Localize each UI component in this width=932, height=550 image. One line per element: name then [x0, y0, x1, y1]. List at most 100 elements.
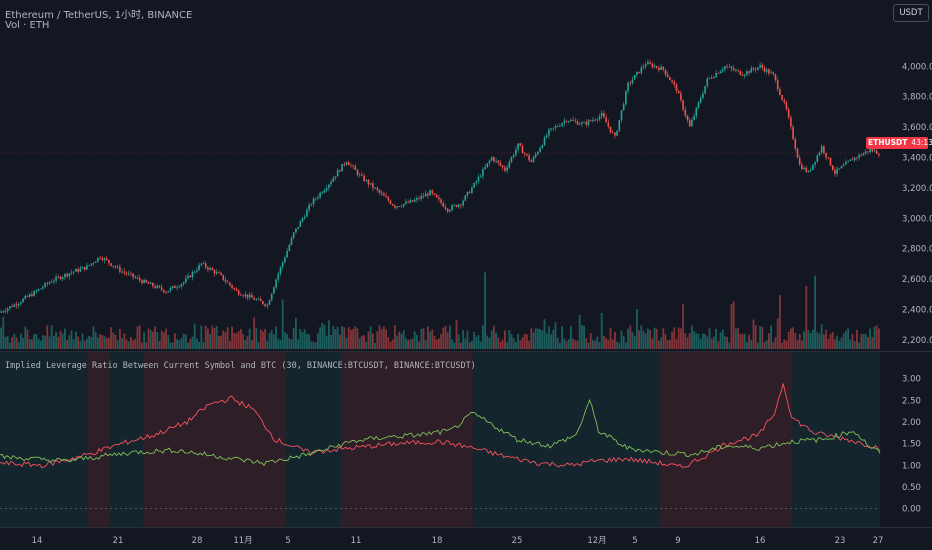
- volume-bar: [108, 337, 110, 349]
- candle-body: [726, 66, 728, 68]
- volume-bar: [125, 339, 128, 349]
- candle-body: [548, 129, 550, 136]
- candle-body: [479, 176, 482, 178]
- volume-bar: [44, 335, 46, 349]
- candle-body: [264, 304, 266, 306]
- candle-body: [44, 283, 46, 288]
- volume-bar: [462, 330, 464, 349]
- volume-bar: [270, 329, 273, 349]
- volume-bar: [134, 338, 137, 349]
- candle-body: [308, 204, 310, 210]
- candle-body: [831, 165, 834, 171]
- candle-body: [669, 77, 671, 81]
- candle-body: [365, 180, 368, 182]
- candle-body: [633, 74, 636, 80]
- candle-body: [475, 181, 478, 183]
- candle-body: [515, 149, 517, 155]
- candle-body: [829, 157, 832, 166]
- volume-bar: [737, 327, 739, 349]
- candle-body: [787, 109, 790, 118]
- volume-bar: [746, 342, 748, 349]
- volume-bar: [523, 334, 526, 349]
- price-tag-symbol: ETHUSDT: [868, 138, 908, 147]
- volume-bar: [160, 330, 163, 349]
- volume-bar: [15, 337, 18, 349]
- candle-body: [37, 289, 40, 291]
- candle-body: [748, 71, 750, 73]
- volume-bar: [864, 333, 867, 349]
- indicator-band: [836, 352, 880, 527]
- candle-body: [193, 271, 196, 273]
- volume-bar: [257, 342, 260, 349]
- volume-bar: [482, 325, 484, 349]
- candle-body: [284, 257, 286, 263]
- volume-bar: [726, 336, 728, 349]
- candle-body: [367, 180, 370, 185]
- volume-bar: [625, 342, 627, 349]
- candle-body: [871, 149, 874, 152]
- time-axis-tick: 12月: [587, 536, 606, 546]
- volume-bar: [708, 328, 711, 349]
- candle-body: [550, 128, 552, 130]
- candle-body: [638, 71, 640, 74]
- candle-body: [240, 294, 242, 296]
- candle-body: [262, 301, 264, 305]
- candle-body: [361, 174, 363, 176]
- candle-body: [343, 163, 346, 165]
- candle-body: [523, 153, 526, 154]
- candle-body: [677, 90, 680, 94]
- volume-bar: [647, 328, 649, 349]
- candle-body: [288, 244, 291, 251]
- volume-bar: [354, 326, 357, 349]
- candle-body: [592, 119, 594, 121]
- candle-body: [660, 66, 662, 71]
- volume-bar: [92, 326, 95, 349]
- volume-bar: [6, 336, 9, 349]
- candle-body: [259, 298, 262, 302]
- candle-body: [741, 74, 744, 76]
- candle-body: [4, 311, 7, 312]
- volume-bar: [823, 334, 825, 349]
- volume-bar: [640, 325, 643, 349]
- volume-bar: [209, 334, 211, 349]
- unit-button[interactable]: USDT: [893, 4, 929, 22]
- candle-body: [702, 93, 704, 99]
- candle-body: [774, 74, 777, 81]
- volume-bar: [572, 338, 574, 349]
- candle-body: [671, 80, 673, 82]
- volume-bar: [497, 337, 500, 349]
- volume-bar: [655, 328, 658, 349]
- volume-bar: [609, 327, 612, 349]
- candle-body: [451, 205, 453, 210]
- volume-bar: [345, 337, 348, 349]
- candle-body: [554, 126, 557, 128]
- volume-bar: [48, 336, 51, 349]
- indicator-title[interactable]: Implied Leverage Ratio Between Current S…: [5, 361, 476, 371]
- candle-body: [235, 288, 238, 291]
- candle-body: [358, 174, 361, 176]
- volume-label[interactable]: Vol · ETH: [5, 20, 50, 31]
- candle-body: [603, 112, 605, 118]
- volume-bar: [869, 328, 871, 349]
- candle-body: [537, 151, 539, 155]
- candle-body: [805, 167, 808, 172]
- volume-bar: [704, 334, 706, 349]
- candle-body: [341, 163, 343, 172]
- volume-bar: [501, 339, 504, 349]
- price-axis-tick: 3,000.00: [902, 214, 932, 224]
- volume-bar: [264, 328, 266, 349]
- candle-body: [90, 263, 93, 266]
- candle-body: [363, 175, 365, 182]
- candle-body: [141, 280, 143, 284]
- volume-bar: [237, 331, 240, 349]
- candle-body: [783, 99, 786, 103]
- candle-body: [189, 275, 192, 278]
- symbol-title[interactable]: Ethereum / TetherUS, 1小时, BINANCE: [5, 10, 193, 21]
- candle-body: [867, 151, 869, 153]
- volume-bar: [594, 340, 596, 349]
- candle-body: [200, 263, 203, 265]
- candle-body: [251, 294, 253, 298]
- volume-bar: [312, 341, 315, 349]
- candle-body: [541, 145, 544, 148]
- price-axis-tick: 2,400.00: [902, 306, 932, 316]
